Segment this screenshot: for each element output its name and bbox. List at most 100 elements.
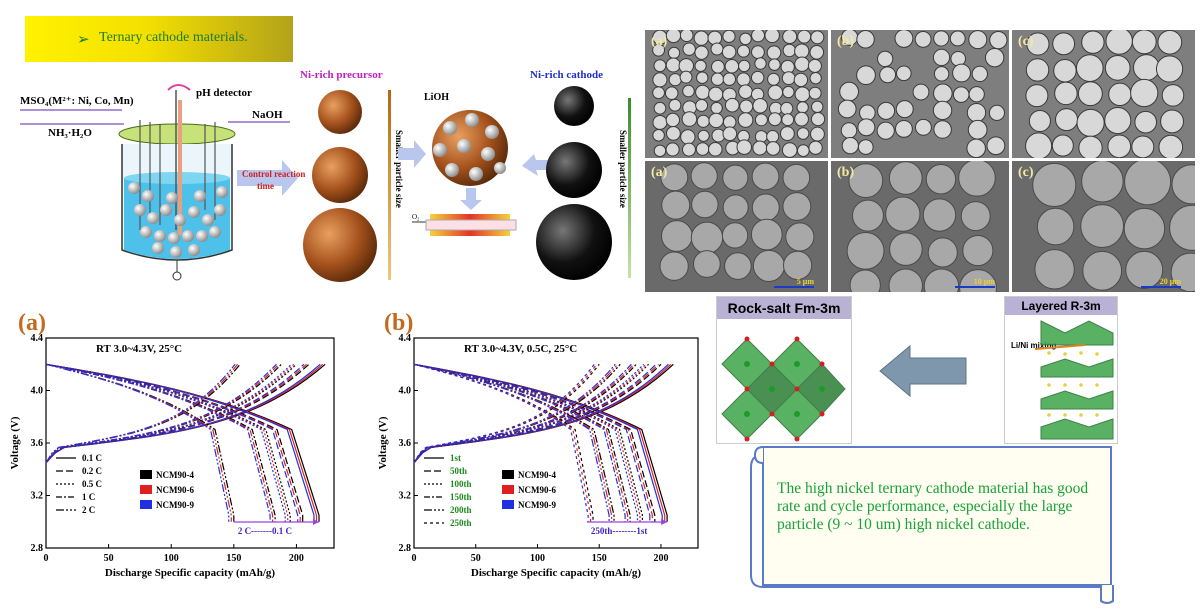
precursor-spheres xyxy=(303,90,377,282)
scroll-frame xyxy=(750,446,1114,604)
precursor-label: Ni-rich precursor xyxy=(300,69,383,81)
title-banner: ➢ Ternary cathode materials. xyxy=(25,16,293,62)
y-tick-label: 3.2 xyxy=(399,491,412,502)
annotation-arrowhead xyxy=(312,519,319,525)
charge-curve xyxy=(413,363,662,464)
x-tick-label: 150 xyxy=(226,553,241,564)
sem-image: (b) 10 μm xyxy=(831,161,1009,292)
chart-title: RT 3.0~4.3V, 25°C xyxy=(96,343,182,355)
sem-image: (c) 20 μm xyxy=(1012,161,1195,292)
charge-curve xyxy=(413,363,595,464)
reactor xyxy=(118,84,236,281)
slide-title: Ternary cathode materials. xyxy=(99,30,248,45)
sem-scale-bar xyxy=(955,286,995,288)
legend-label: 50th xyxy=(450,466,467,476)
control-label-2: time xyxy=(257,181,274,191)
sem-image-grid: (a) (b) (c) (a) 5 μm (b) 10 μm (c) 20 μm xyxy=(645,30,1195,292)
discharge-curve xyxy=(45,363,230,522)
charge-curve xyxy=(45,363,277,464)
legend-swatch xyxy=(140,500,152,509)
rock-salt-lattice xyxy=(721,336,846,442)
y-axis-label: Voltage (V) xyxy=(377,416,389,469)
panel-label: (b) xyxy=(384,310,413,336)
legend-sample-label: NCM90-9 xyxy=(518,500,556,510)
discharge-curve xyxy=(413,363,610,522)
legend-swatch xyxy=(502,485,514,494)
legend-label: 0.2 C xyxy=(82,466,102,476)
sem-panel-label: (b) xyxy=(837,34,855,49)
charge-curve xyxy=(413,363,657,464)
y-tick-label: 2.8 xyxy=(399,543,412,554)
y-axis-label: Voltage (V) xyxy=(9,416,21,469)
charge-curve xyxy=(413,363,674,464)
legend-label: 0.5 C xyxy=(82,479,102,489)
charge-curve xyxy=(413,363,637,464)
size-arrow-2 xyxy=(628,98,631,278)
x-axis-label: Discharge Specific capacity (mAh/g) xyxy=(471,567,641,579)
chart-title: RT 3.0~4.3V, 0.5C, 25°C xyxy=(464,343,577,355)
control-label: Control reaction xyxy=(242,169,305,179)
smaller-size-label-2: Smaller particle size xyxy=(618,130,628,208)
sem-image: (b) xyxy=(831,30,1009,158)
legend-sample-label: NCM90-9 xyxy=(156,500,194,510)
legend-label: 100th xyxy=(450,479,472,489)
sem-scale-label: 20 μm xyxy=(1159,277,1181,286)
layered-lattice xyxy=(1034,320,1114,440)
ph-label: pH detector xyxy=(196,87,252,99)
x-tick-label: 0 xyxy=(412,553,417,564)
legend-label: 0.1 C xyxy=(82,453,102,463)
sem-panel-label: (a) xyxy=(651,34,668,49)
charge-curve xyxy=(413,363,672,464)
cathode-spheres xyxy=(536,86,612,280)
o2-label: O₂ xyxy=(412,213,420,221)
charge-curve xyxy=(45,363,307,464)
legend-label: 1 C xyxy=(82,492,95,502)
chart-b: (b) RT 3.0~4.3V, 0.5C, 25°C 0 50 100 150 200 2.… xyxy=(377,310,699,579)
annotation-arrowhead xyxy=(661,519,668,525)
arrow-bullet-icon: ➢ xyxy=(77,32,90,48)
summary-text: The high nickel ternary cathode material… xyxy=(777,480,1089,533)
legend-label: 150th xyxy=(450,492,472,502)
discharge-curve xyxy=(413,363,626,522)
y-tick-label: 4.4 xyxy=(399,333,412,344)
legend-sample-label: NCM90-6 xyxy=(518,485,556,495)
y-tick-label: 3.6 xyxy=(31,438,44,449)
legend-label: 1st xyxy=(450,453,461,463)
legend-sample-label: NCM90-4 xyxy=(518,470,556,480)
lioh-label: LiOH xyxy=(424,92,449,103)
x-tick-label: 50 xyxy=(104,553,114,564)
y-tick-label: 4.4 xyxy=(31,333,44,344)
sem-panel-label: (c) xyxy=(1018,165,1034,180)
legend-label: 200th xyxy=(450,505,472,515)
charge-curve xyxy=(45,363,305,464)
sem-image: (a) 5 μm xyxy=(645,161,828,292)
rock-salt-structure: Rock-salt Fm-3m xyxy=(716,296,852,444)
charge-curve xyxy=(45,363,310,464)
sem-scale-label: 5 μm xyxy=(796,277,814,286)
summary-scroll: The high nickel ternary cathode material… xyxy=(741,445,1115,604)
x-tick-label: 200 xyxy=(653,553,668,564)
discharge-curve xyxy=(45,363,235,522)
sem-scale-bar xyxy=(774,286,814,288)
legend-label: 2 C xyxy=(82,505,95,515)
legend-swatch xyxy=(502,470,514,479)
sem-scale-label: 10 μm xyxy=(973,277,995,286)
cathode-label: Ni-rich cathode xyxy=(530,69,603,81)
y-tick-label: 2.8 xyxy=(31,543,44,554)
legend-swatch xyxy=(140,470,152,479)
x-axis-label: Discharge Specific capacity (mAh/g) xyxy=(105,567,275,579)
y-tick-label: 3.2 xyxy=(31,491,44,502)
ammonia-label: NH₃·H₂O xyxy=(48,127,92,139)
x-tick-label: 0 xyxy=(44,553,49,564)
chart-a: (a) RT 3.0~4.3V, 25°C 0 50 100 150 200 2.8 3.2 3.… xyxy=(9,310,335,579)
discharge-curve xyxy=(413,363,615,522)
naoh-label: NaOH xyxy=(252,109,283,121)
discharge-curve xyxy=(45,363,232,522)
sem-panel-label: (c) xyxy=(1018,34,1034,49)
y-tick-label: 3.6 xyxy=(399,438,412,449)
legend-sample-label: NCM90-4 xyxy=(156,470,194,480)
charge-curve xyxy=(45,363,297,464)
charge-curve xyxy=(413,363,598,464)
lioh-coated-particle xyxy=(432,110,508,186)
sem-scale-bar xyxy=(1141,286,1181,288)
